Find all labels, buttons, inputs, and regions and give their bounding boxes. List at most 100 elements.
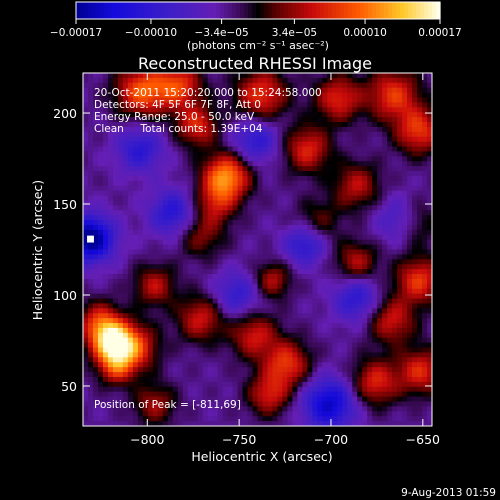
heatmap-cell [152,141,159,148]
heatmap-cell [342,234,348,241]
heatmap-cell [377,166,383,172]
heatmap-cell [187,136,194,143]
heatmap-cell [222,136,229,143]
heatmap-cell [83,298,89,305]
colorbar-stripe [272,2,277,19]
heatmap-cell [222,215,229,221]
heatmap-cell [192,97,199,104]
heatmap-cell [207,327,214,334]
heatmap-cell [267,205,274,211]
heatmap-cell [192,146,199,153]
heatmap-cell [412,107,418,113]
heatmap-cell [122,244,129,251]
heatmap-cell [332,146,338,153]
heatmap-cell [132,141,139,148]
heatmap-cell [282,376,289,383]
heatmap-cell [192,239,199,246]
heatmap-cell [83,367,89,373]
heatmap-cell [412,185,418,192]
heatmap-cell [127,288,134,295]
heatmap-cell [202,308,209,314]
heatmap-cell [382,146,388,153]
heatmap-cell [142,401,149,407]
heatmap-cell [352,278,358,285]
heatmap-cell [237,298,244,305]
heatmap-cell [152,288,159,295]
heatmap-cell [167,274,174,280]
heatmap-cell [272,274,279,280]
heatmap-cell [312,161,318,167]
heatmap-cell [397,126,403,133]
heatmap-cell [357,264,363,270]
heatmap-cell [417,82,423,89]
heatmap-cell [242,195,249,202]
heatmap-cell [337,288,343,295]
heatmap-cell [177,254,184,260]
heatmap-cell [127,200,134,206]
colorbar-tick-label: 0.00010 [343,27,386,39]
heatmap-cell [347,122,353,128]
heatmap-cell [357,175,363,182]
heatmap-cell [97,244,104,251]
heatmap-cell [317,313,323,319]
heatmap-cell [102,303,109,309]
heatmap-cell [347,161,353,167]
heatmap-cell [192,386,199,393]
heatmap-cell [362,156,368,162]
heatmap-cell [142,73,149,79]
heatmap-cell [102,411,109,417]
heatmap-cell [257,357,264,363]
heatmap-cell [357,185,363,192]
heatmap-cell [83,131,89,138]
heatmap-cell [92,401,99,407]
heatmap-cell [162,303,169,309]
heatmap-cell [352,117,358,123]
heatmap-cell [392,347,398,354]
heatmap-cell [392,180,398,187]
heatmap-cell [212,224,219,231]
heatmap-cell [307,161,313,167]
heatmap-cell [182,396,189,403]
heatmap-cell [157,185,164,192]
heatmap-cell [322,210,328,216]
heatmap-cell [107,411,114,417]
heatmap-cell [172,82,179,89]
heatmap-cell [337,303,343,309]
heatmap-cell [347,210,353,216]
heatmap-cell [287,82,293,89]
heatmap-cell [207,175,214,182]
heatmap-cell [262,249,269,255]
heatmap-cell [83,406,89,412]
heatmap-cell [237,376,244,383]
heatmap-cell [417,269,423,275]
heatmap-cell [162,362,169,368]
heatmap-cell [377,200,383,206]
heatmap-cell [167,264,174,270]
heatmap-cell [292,180,298,187]
heatmap-cell [222,205,229,211]
heatmap-cell [92,411,99,417]
heatmap-cell [177,122,184,128]
heatmap-cell [412,391,418,398]
heatmap-cell [107,205,114,211]
colorbar-stripe [88,2,93,19]
heatmap-cell [83,332,89,339]
heatmap-cell [267,239,274,246]
heatmap-cell [222,112,229,118]
heatmap-cell [207,362,214,368]
heatmap-cell [132,102,139,108]
heatmap-cell [412,318,418,324]
heatmap-cell [362,151,368,157]
heatmap-cell [377,381,383,388]
heatmap-cell [222,224,229,231]
heatmap-cell [232,278,239,285]
heatmap-cell [252,224,259,231]
heatmap-cell [422,362,428,368]
heatmap-cell [327,131,333,138]
heatmap-cell [102,313,109,319]
heatmap-cell [222,102,229,108]
heatmap-cell [377,303,383,309]
heatmap-cell [157,220,164,226]
heatmap-cell [257,117,264,123]
heatmap-cell [292,151,298,157]
